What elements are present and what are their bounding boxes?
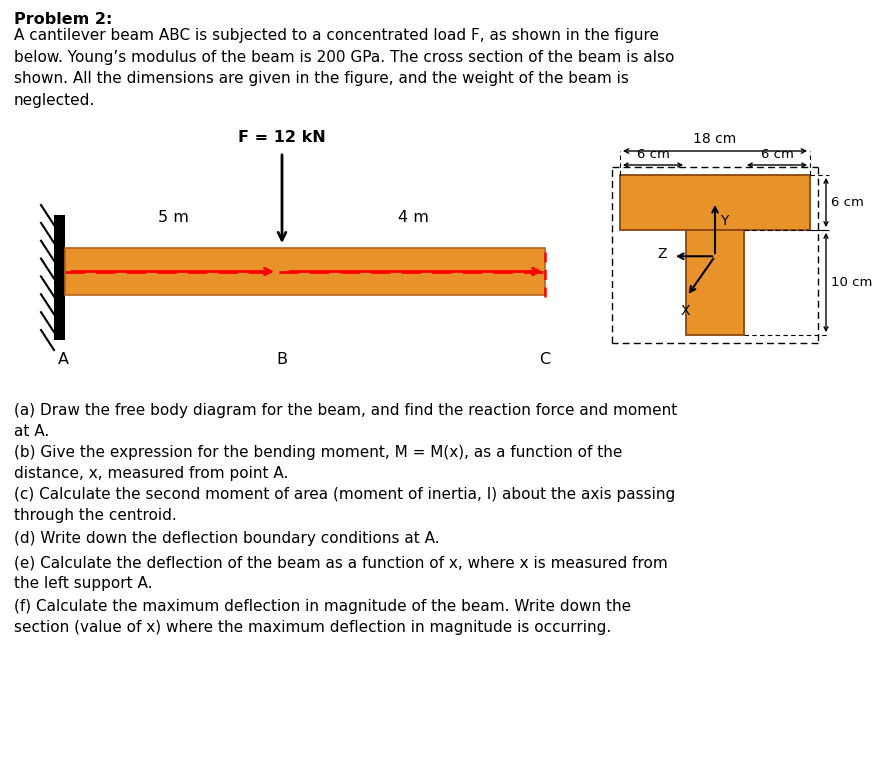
Text: Z: Z [657, 248, 667, 262]
Text: (b) Give the expression for the bending moment, M = M(x), as a function of the
d: (b) Give the expression for the bending … [14, 445, 622, 481]
Text: 6 cm: 6 cm [759, 148, 793, 161]
Text: 4 m: 4 m [397, 211, 429, 226]
Text: A: A [57, 352, 68, 367]
Text: (e) Calculate the deflection of the beam as a function of x, where x is measured: (e) Calculate the deflection of the beam… [14, 555, 667, 591]
Text: B: B [276, 352, 287, 367]
Bar [54, 215, 65, 340]
Bar [685, 230, 743, 335]
Text: (c) Calculate the second moment of area (moment of inertia, I) about the axis pa: (c) Calculate the second moment of area … [14, 487, 674, 523]
Text: X: X [680, 305, 689, 318]
Text: 5 m: 5 m [158, 211, 189, 226]
Text: (f) Calculate the maximum deflection in magnitude of the beam. Write down the
se: (f) Calculate the maximum deflection in … [14, 599, 631, 635]
Text: 10 cm: 10 cm [830, 276, 872, 289]
Text: 18 cm: 18 cm [693, 132, 736, 146]
Bar [65, 248, 545, 295]
Text: Y: Y [719, 214, 728, 228]
Text: A cantilever beam ABC is subjected to a concentrated load F, as shown in the fig: A cantilever beam ABC is subjected to a … [14, 28, 674, 108]
Text: 6 cm: 6 cm [636, 148, 668, 161]
Bar [619, 175, 809, 230]
Text: C: C [538, 352, 550, 367]
Text: (d) Write down the deflection boundary conditions at A.: (d) Write down the deflection boundary c… [14, 531, 439, 546]
Text: Problem 2:: Problem 2: [14, 12, 112, 27]
Text: F = 12 kN: F = 12 kN [238, 130, 325, 145]
Text: (a) Draw the free body diagram for the beam, and find the reaction force and mom: (a) Draw the free body diagram for the b… [14, 403, 676, 439]
Text: 6 cm: 6 cm [830, 196, 863, 209]
